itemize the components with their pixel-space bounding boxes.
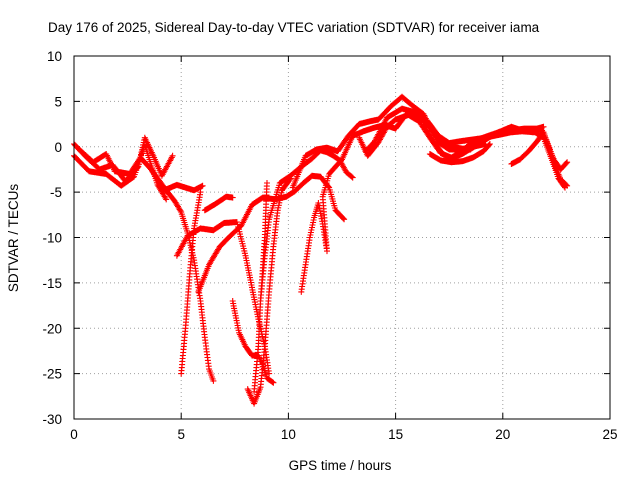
plus-markers [251,180,270,395]
series-arc-5 [173,219,273,377]
series-arc-6 [178,189,204,377]
plus-markers [244,175,294,407]
x-tick-label: 20 [495,427,510,442]
y-tick-label: -5 [50,185,62,200]
x-tick-label: 5 [177,427,185,442]
y-tick-label: -15 [42,276,62,291]
y-tick-label: 5 [54,94,62,109]
axis-ticks: 0 5 10 15 20 25 10 5 0 -5 -10 -15 -20 -25 -30 [42,49,617,442]
chart-title: Day 176 of 2025, Sidereal Day-to-day VTE… [48,20,540,35]
plus-markers [178,189,204,377]
y-tick-label: -10 [42,231,62,246]
x-tick-label: 15 [388,427,403,442]
plus-markers [201,193,236,214]
plot-frame [73,55,611,420]
y-tick-label: 0 [54,140,62,155]
series-arc-10 [244,175,294,407]
y-axis-label: SDTVAR / TECUs [6,184,21,293]
plus-markers [173,219,273,377]
x-axis-label: GPS time / hours [289,458,392,473]
y-tick-label: -30 [42,412,62,427]
data-points [71,93,571,407]
series-arc-19 [426,141,493,166]
x-tick-label: 25 [602,427,617,442]
series-arc-8 [201,193,236,214]
series-arc-12 [251,180,270,395]
x-tick-label: 10 [281,427,296,442]
y-tick-label: -25 [42,367,62,382]
y-tick-label: 10 [47,49,62,64]
series-arc-18 [508,129,571,189]
y-tick-label: -20 [42,321,62,336]
plus-markers [508,129,571,189]
plus-markers [426,141,493,166]
x-tick-label: 0 [70,427,78,442]
